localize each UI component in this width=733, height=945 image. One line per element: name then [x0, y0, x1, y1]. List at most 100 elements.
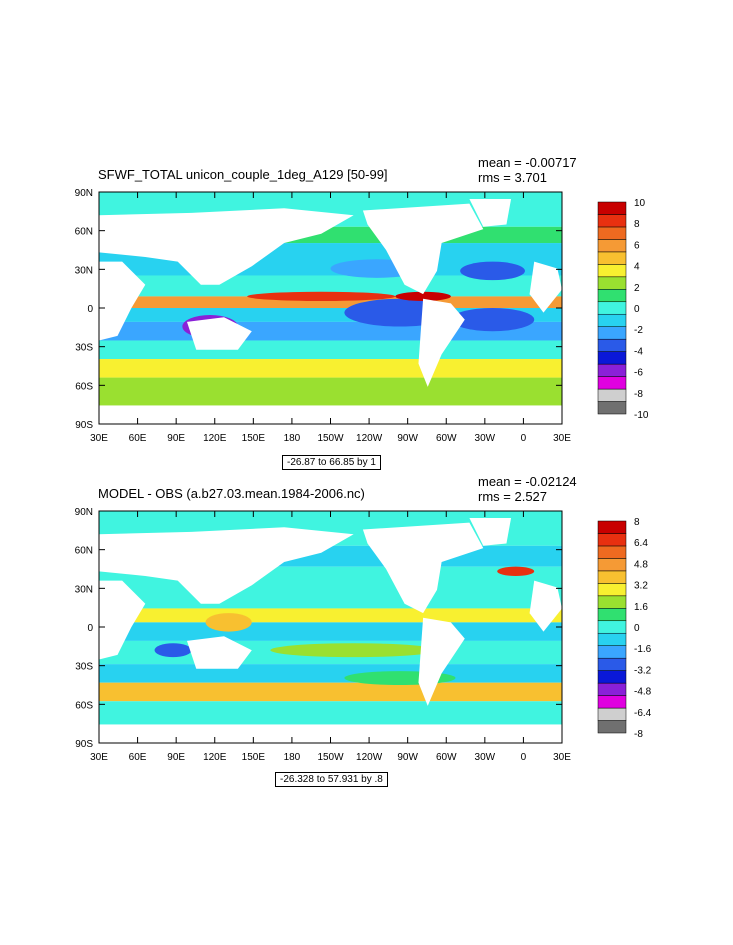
lon-tick-label: 30E [553, 433, 571, 444]
lon-tick-label: 30E [90, 433, 108, 444]
field-band [99, 359, 562, 378]
lat-tick-label: 60N [75, 227, 93, 238]
colorbar-swatch [597, 401, 627, 415]
colorbar-label: -4 [634, 346, 643, 357]
field-anomaly [270, 643, 437, 658]
colorbar-label: -8 [634, 389, 643, 400]
lon-tick-label: 90E [167, 433, 185, 444]
land-mask [186, 317, 252, 350]
colorbar-label: 1.6 [634, 602, 648, 613]
field-anomaly [395, 291, 451, 302]
land-mask [418, 298, 465, 387]
panel-title: MODEL - OBS (a.b27.03.mean.1984-2006.nc) [98, 486, 365, 501]
field-band [99, 682, 562, 702]
mean-value: mean = -0.00717 [478, 155, 577, 170]
colorbar-label: 0 [634, 304, 640, 315]
lat-tick-label: 30N [75, 584, 93, 595]
land-mask [99, 527, 354, 604]
colorbar-swatch [597, 289, 627, 303]
colorbar-label: -6 [634, 368, 643, 379]
lon-tick-label: 150E [242, 433, 266, 444]
colorbar-label: 0 [634, 623, 640, 634]
lat-tick-label: 60S [75, 700, 93, 711]
colorbar-swatch [597, 388, 627, 402]
field-band [99, 622, 562, 641]
colorbar-swatch [597, 645, 627, 659]
land-mask [418, 617, 465, 706]
lat-tick-label: 30N [75, 265, 93, 276]
rms-value: rms = 2.527 [478, 489, 548, 504]
lon-tick-label: 180 [284, 752, 301, 763]
colorbar-label: 4 [634, 262, 640, 273]
map-panel-2: MODEL - OBS (a.b27.03.mean.1984-2006.nc)… [0, 474, 733, 787]
colorbar-swatch [597, 695, 627, 709]
land-mask [529, 580, 562, 632]
map-plot: 90N 60N 30N 0 30S 60S 90S 30E 60E 90E 120E 150E 180 1… [75, 507, 652, 763]
colorbar-swatch [597, 620, 627, 634]
mean-value: mean = -0.02124 [478, 474, 577, 489]
field-band [99, 701, 562, 725]
field-band [99, 377, 562, 406]
colorbar-swatch [597, 657, 627, 671]
lon-tick-label: 120E [203, 433, 227, 444]
lat-tick-label: 0 [87, 623, 93, 634]
lon-tick-label: 120W [356, 433, 383, 444]
lon-tick-label: 0 [521, 433, 527, 444]
field-band [99, 296, 562, 308]
colorbar-label: -10 [634, 410, 649, 421]
colorbar-label: 3.2 [634, 581, 648, 592]
colorbar-swatch [597, 707, 627, 721]
rms-value: rms = 3.701 [478, 170, 548, 185]
colorbar-swatch [597, 533, 627, 547]
colorbar-label: 2 [634, 283, 640, 294]
colorbar-swatch [597, 363, 627, 377]
colorbar-swatch [597, 313, 627, 327]
colorbar-swatch [597, 201, 627, 215]
lat-tick-label: 30S [75, 343, 93, 354]
colorbar-swatch [597, 239, 627, 253]
colorbar-swatch [597, 720, 627, 734]
colorbar-swatch [597, 276, 627, 290]
field-band [99, 664, 562, 683]
field-layer [99, 511, 562, 743]
colorbar-label: -2 [634, 325, 643, 336]
colorbar-swatch [597, 583, 627, 597]
colorbar-swatch [597, 351, 627, 365]
colorbar-swatch [597, 214, 627, 228]
lat-tick-label: 30S [75, 662, 93, 673]
colorbar-swatch [597, 338, 627, 352]
lon-tick-label: 120W [356, 752, 383, 763]
colorbar-swatch [597, 570, 627, 584]
lon-tick-label: 30W [475, 433, 496, 444]
contour-info-box: -26.87 to 66.85 by 1 [282, 455, 381, 470]
colorbar-swatch [597, 632, 627, 646]
colorbar-swatch [597, 682, 627, 696]
lon-tick-label: 60E [129, 752, 147, 763]
field-anomaly [450, 308, 535, 332]
colorbar-label: 4.8 [634, 559, 648, 570]
lat-tick-label: 90N [75, 507, 93, 518]
lat-tick-label: 90N [75, 188, 93, 199]
colorbar-swatch [597, 558, 627, 572]
colorbar-label: -6.4 [634, 708, 652, 719]
lon-tick-label: 60E [129, 433, 147, 444]
colorbar-swatch [597, 545, 627, 559]
land-mask [362, 203, 484, 295]
colorbar-label: 10 [634, 198, 646, 209]
colorbar-label: 8 [634, 517, 640, 528]
lon-tick-label: 30E [553, 752, 571, 763]
field-band [99, 340, 562, 360]
lon-tick-label: 30E [90, 752, 108, 763]
lat-tick-label: 0 [87, 304, 93, 315]
colorbar-swatch [597, 326, 627, 340]
field-anomaly [497, 566, 535, 576]
colorbar-label: 8 [634, 219, 640, 230]
colorbar-label: -4.8 [634, 687, 652, 698]
field-anomaly [205, 613, 252, 632]
land-mask [99, 208, 354, 285]
lon-tick-label: 60W [436, 433, 457, 444]
colorbar-swatch [597, 264, 627, 278]
colorbar-swatch [597, 376, 627, 390]
map-panel-1: SFWF_TOTAL unicon_couple_1deg_A129 [50-9… [0, 155, 733, 470]
field-anomaly [460, 261, 525, 281]
